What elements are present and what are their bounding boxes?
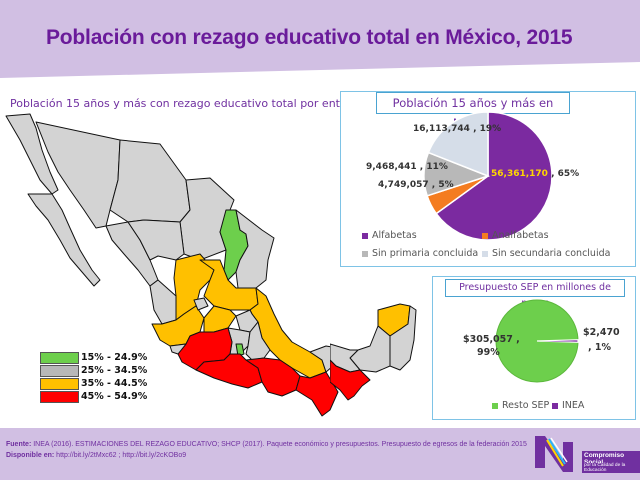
legend-text: Resto SEP	[502, 400, 550, 411]
label-alfabetas: 56,361,170 , 65%	[491, 169, 579, 179]
legend-item-resto-sep: Resto SEP	[492, 400, 549, 411]
legend-swatch-gray	[40, 364, 79, 377]
page-title: Población con rezago educativo total en …	[46, 26, 573, 49]
state-chihuahua	[109, 139, 191, 223]
state-baja-california	[5, 113, 59, 195]
legend-marker	[552, 402, 558, 409]
legend-text: Alfabetas	[372, 230, 417, 241]
legend-row: 35% - 44.5%	[40, 377, 147, 390]
legend-item-alfabetas: Alfabetas	[362, 230, 417, 241]
label-inea-line2: , 1%	[588, 342, 612, 353]
map-legend: 15% - 24.9% 25% - 34.5% 35% - 44.5% 45% …	[40, 351, 147, 403]
yucatan-peninsula	[330, 303, 417, 401]
legend-marker	[492, 402, 498, 409]
population-pie	[423, 111, 553, 241]
label-analfabetas: 4,749,057 , 5%	[378, 180, 454, 190]
legend-marker	[482, 232, 488, 239]
label-alfabetas-pct: , 65%	[547, 169, 580, 179]
label-sin-primaria: 9,468,441 , 11%	[366, 162, 448, 172]
budget-pie	[495, 299, 579, 383]
state-colima	[169, 343, 187, 355]
footer-source: Fuente: INEA (2016). ESTIMACIONES DEL RE…	[6, 441, 527, 448]
slice-sin-secundaria	[427, 111, 489, 178]
label-alfabetas-value: 56,361,170	[491, 169, 548, 179]
legend-row: 25% - 34.5%	[40, 364, 147, 377]
legend-swatch-yellow	[40, 377, 79, 390]
state-morelos-cdmx	[235, 343, 245, 357]
state-chiapas-east	[330, 359, 371, 401]
label-resto-line2: 99%	[477, 347, 500, 358]
label-resto-line1: $305,057 ,	[463, 334, 520, 345]
logo-subtitle: por la Calidad de la Educación	[582, 463, 640, 473]
state-nayarit	[149, 279, 177, 325]
source-label: Fuente:	[6, 441, 32, 448]
legend-swatch-green	[40, 351, 79, 364]
legend-marker	[362, 250, 368, 257]
slice-inea	[536, 339, 579, 343]
state-quintana-roo	[389, 305, 417, 371]
legend-label: 15% - 24.9%	[81, 352, 148, 363]
source-text: INEA (2016). ESTIMACIONES DEL REZAGO EDU…	[31, 441, 527, 448]
legend-row: 45% - 54.9%	[40, 390, 147, 403]
footer-available: Disponible en: http://bit.ly/2tMxc62 ; h…	[6, 452, 186, 459]
slice-alfabetas	[435, 111, 553, 241]
available-label: Disponible en:	[6, 452, 55, 459]
state-jalisco	[151, 305, 205, 347]
legend-label: 25% - 34.5%	[81, 365, 148, 376]
legend-item-inea: INEA	[552, 400, 584, 411]
legend-marker	[362, 232, 368, 239]
label-sin-secundaria: 16,113,744 , 19%	[413, 124, 502, 134]
budget-chart-title: Presupuesto SEP en millones de pesos	[445, 279, 625, 309]
state-chiapas	[295, 371, 339, 417]
map-title: Población 15 años y más con rezago educa…	[10, 97, 364, 110]
state-baja-california-sur	[27, 193, 101, 287]
compromiso-social-logo-icon	[535, 436, 573, 472]
legend-label: 35% - 44.5%	[81, 378, 148, 389]
label-inea-line1: $2,470	[583, 327, 620, 338]
legend-text: Analfabetas	[492, 230, 549, 241]
state-aguascalientes	[193, 297, 209, 311]
legend-item-sin-secundaria: Sin secundaria concluida	[482, 248, 610, 259]
legend-text: Sin secundaria concluida	[492, 248, 611, 259]
available-links[interactable]: http://bit.ly/2tMxc62 ; http://bit.ly/2c…	[54, 452, 187, 459]
legend-item-sin-primaria: Sin primaria concluida	[362, 248, 478, 259]
mexico-map	[5, 113, 340, 417]
legend-item-analfabetas: Analfabetas	[482, 230, 549, 241]
footer-band	[0, 428, 640, 480]
legend-text: Sin primaria concluida	[372, 248, 479, 259]
legend-text: INEA	[562, 400, 585, 411]
legend-label: 45% - 54.9%	[81, 391, 148, 402]
legend-row: 15% - 24.9%	[40, 351, 147, 364]
legend-marker	[482, 250, 488, 257]
legend-swatch-red	[40, 390, 79, 403]
